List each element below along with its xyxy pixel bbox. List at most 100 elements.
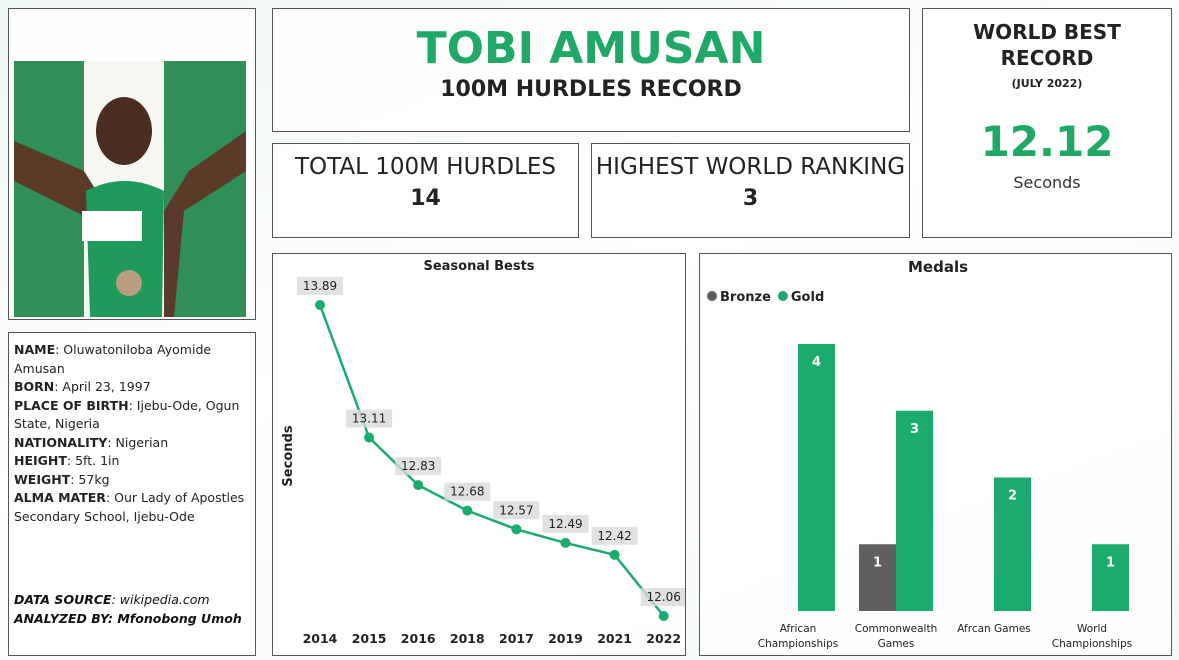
world-best-title: WORLD BEST RECORD <box>973 20 1121 70</box>
data-source-label: DATA SOURCE <box>14 592 112 607</box>
bio-label: HEIGHT <box>14 453 67 468</box>
title: TOBI AMUSAN <box>416 23 766 74</box>
bio-value: : Our Lady of Apostles Secondary School,… <box>14 490 245 524</box>
bar <box>798 344 835 611</box>
line-chart-panel: Seasonal Bests Seconds 2014 13.89 2015 13.11 2… <box>272 253 687 656</box>
legend-label: Bronze <box>720 290 771 305</box>
subtitle: 100M HURDLES RECORD <box>440 77 742 102</box>
point <box>511 524 522 535</box>
kpi-card: HIGHEST WORLD RANKING 3 <box>591 143 910 238</box>
x-tick-label: 2015 <box>352 631 387 646</box>
data-label: 12.49 <box>548 517 582 531</box>
bio-label: NATIONALITY <box>14 434 108 450</box>
bio-label: ALMA MATER <box>14 490 106 505</box>
x-tick-label: 2021 <box>597 631 632 646</box>
label-bg <box>444 482 491 501</box>
kpi-value: 3 <box>742 186 759 211</box>
point <box>560 537 571 548</box>
x-tick-label: 2014 <box>303 631 338 646</box>
x-tick-label: World Championships <box>1051 623 1133 650</box>
x-tick-label: Afrcan Games <box>957 623 1031 635</box>
chart-title: Seasonal Bests <box>423 259 534 274</box>
bio-value: : Oluwatoniloba Ayomide Amusan <box>14 342 212 376</box>
photo-panel <box>8 8 256 320</box>
bio-label: BORN <box>14 379 55 394</box>
bio-row: WEIGHT: 57kg <box>14 471 250 490</box>
bar <box>994 477 1031 611</box>
line-chart: Seasonal Bests Seconds 2014 13.89 2015 13.11 2… <box>281 259 687 646</box>
data-label: 12.68 <box>450 485 484 499</box>
world-best-card: WORLD BEST RECORD (JULY 2022) 12.12 Seco… <box>922 8 1172 238</box>
point <box>364 432 375 443</box>
world-best-date: (JULY 2022) <box>1011 77 1083 90</box>
bar <box>859 544 896 611</box>
title-panel: TOBI AMUSAN 100M HURDLES RECORD <box>272 8 910 132</box>
x-tick-label: 2017 <box>499 631 534 646</box>
bio-label: WEIGHT <box>14 471 71 487</box>
bio-label: PLACE OF BIRTH <box>14 397 129 413</box>
point <box>413 480 424 491</box>
label-bg <box>542 514 589 533</box>
data-label: 4 <box>812 355 821 370</box>
x-tick-label: Commonwealth Games <box>854 623 938 650</box>
line <box>318 304 665 617</box>
athlete-photo <box>14 61 246 317</box>
kpi-label: TOTAL 100M HURDLES <box>294 154 557 180</box>
world-best-value: 12.12 <box>980 117 1114 166</box>
label-bg <box>346 409 393 428</box>
bio-row: NAME: Oluwatoniloba Ayomide Amusan <box>14 341 250 378</box>
label-bg <box>493 501 540 520</box>
y-axis-label: Seconds <box>281 425 296 486</box>
x-tick-label: 2019 <box>548 631 583 646</box>
kpi-label: HIGHEST WORLD RANKING <box>595 154 906 180</box>
data-label: 1 <box>873 555 882 570</box>
point <box>315 300 325 310</box>
bio-row: NATIONALITY: Nigerian <box>14 434 250 453</box>
chart-title: Medals <box>908 258 968 276</box>
legend-marker <box>777 291 788 301</box>
bio-label: NAME <box>14 342 56 357</box>
data-label: 12.06 <box>647 590 681 604</box>
bio-panel: NAME: Oluwatoniloba Ayomide Amusan BORN: … <box>8 332 256 656</box>
point <box>658 611 669 621</box>
label-bg <box>591 526 638 545</box>
kpi-card: TOTAL 100M HURDLES 14 <box>272 143 579 238</box>
bar <box>1092 544 1129 611</box>
label-bg <box>395 457 442 476</box>
bar <box>896 410 933 611</box>
bio-row: BORN: April 23, 1997 <box>14 378 250 397</box>
x-tick-label: 2022 <box>646 631 681 646</box>
world-best-unit: Seconds <box>1013 173 1081 192</box>
data-source-value: : wikipedia.com <box>111 592 210 607</box>
legend-marker <box>707 291 717 301</box>
bar-chart-panel: Medals Bronze Gold 4 1 3 2 1 African Championsh… <box>699 253 1172 656</box>
data-label: 2 <box>1008 489 1017 504</box>
data-label: 1 <box>1106 555 1115 570</box>
bio-row: ALMA MATER: Our Lady of Apostles Seconda… <box>14 489 250 526</box>
data-label: 12.42 <box>597 529 631 543</box>
data-label: 12.57 <box>499 503 533 517</box>
bar-chart: Medals Bronze Gold 4 1 3 2 1 <box>707 258 1129 611</box>
legend-label: Gold <box>791 290 824 305</box>
x-tick-label: 2016 <box>401 631 436 646</box>
x-tick-label: 2018 <box>450 631 485 646</box>
bio-value: : Nigerian <box>107 434 169 450</box>
point <box>462 505 473 516</box>
x-tick-label: African Championships <box>757 623 839 650</box>
bio-row: HEIGHT: 5ft. 1in <box>14 452 250 471</box>
label-bg <box>640 588 687 606</box>
bio-value: : April 23, 1997 <box>54 379 151 394</box>
bio-row: PLACE OF BIRTH: Ijebu-Ode, Ogun State, N… <box>14 397 250 434</box>
bio-value: : 57kg <box>70 471 110 487</box>
bio-value: : 5ft. 1in <box>66 453 120 468</box>
data-label: 13.11 <box>352 412 386 426</box>
data-label: 13.89 <box>303 279 337 293</box>
point <box>609 549 620 560</box>
kpi-value: 14 <box>410 186 441 211</box>
label-bg <box>297 277 343 295</box>
analyzed-by: ANALYZED BY: Mfonobong Umoh <box>14 611 242 626</box>
data-label: 12.83 <box>401 459 435 473</box>
data-label: 3 <box>910 422 919 437</box>
data-source: DATA SOURCE: wikipedia.com <box>14 591 210 610</box>
